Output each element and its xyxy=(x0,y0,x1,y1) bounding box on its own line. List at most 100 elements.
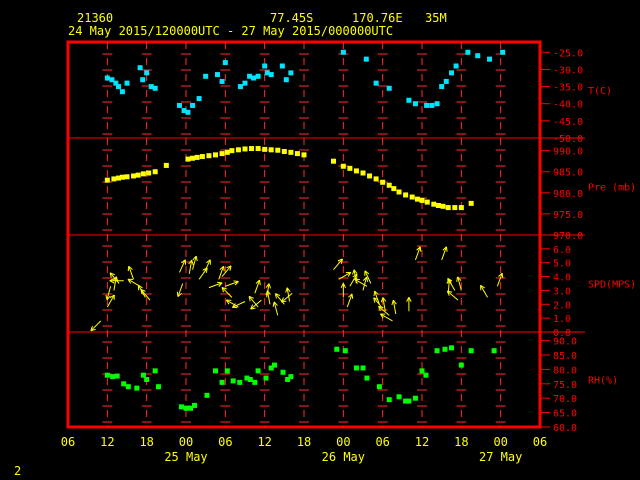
wind-arrow-shaft xyxy=(90,320,102,332)
wind-arrow xyxy=(248,295,259,308)
y-tick-label: 5.0 xyxy=(553,259,571,270)
wind-arrow-head xyxy=(445,246,448,252)
pres-point xyxy=(288,149,294,155)
wind-arrow-head xyxy=(109,272,115,276)
temp-point xyxy=(449,70,454,76)
temp-point xyxy=(222,60,228,66)
wind-arrow xyxy=(221,265,232,277)
rh-point xyxy=(134,385,140,391)
wind-arrow xyxy=(346,293,354,308)
y-tick-label: 75.0 xyxy=(553,380,577,391)
wind-arrow-head xyxy=(340,258,343,264)
rh-point xyxy=(230,378,236,384)
wind-arrow-shaft xyxy=(380,313,393,322)
rh-point xyxy=(188,405,194,411)
wind-arrow-head xyxy=(106,295,111,301)
temp-point xyxy=(434,101,440,107)
temp-axis-label: T(C) xyxy=(588,86,612,97)
wind-arrow xyxy=(338,271,352,280)
wind-arrow-head xyxy=(456,276,459,282)
pres-point xyxy=(219,151,225,157)
wind-arrow xyxy=(340,283,347,298)
wind-arrow xyxy=(90,320,102,332)
temp-point xyxy=(443,78,449,84)
pres-point xyxy=(111,176,117,182)
pres-point xyxy=(146,170,152,176)
wind-arrow-head xyxy=(267,290,271,295)
rh-point xyxy=(442,346,448,352)
pres-point xyxy=(135,172,141,178)
y-tick-label: 90.0 xyxy=(553,337,577,348)
rh-point xyxy=(213,368,218,374)
wind-arrow-shaft xyxy=(109,272,120,284)
rh-point xyxy=(125,384,131,390)
wind-arrow-head xyxy=(268,283,272,289)
wind-arrow xyxy=(105,286,112,301)
temp-point xyxy=(190,102,196,108)
wind-arrow-head xyxy=(447,290,453,293)
period-label: 24 May 2015/120000UTC - 27 May 2015/0000… xyxy=(68,24,394,38)
wind-arrow xyxy=(446,290,459,301)
pres-point xyxy=(373,176,379,182)
pres-point xyxy=(431,201,437,207)
temp-point xyxy=(264,70,270,76)
wind-arrow-shaft xyxy=(346,293,353,308)
wind-arrow-head xyxy=(347,272,352,277)
pres-point xyxy=(424,199,430,205)
rh-point xyxy=(491,348,497,354)
wind-arrow-head xyxy=(250,307,256,310)
rh-point xyxy=(183,405,189,411)
wind-arrow-head xyxy=(127,278,132,284)
wind-arrow-shaft xyxy=(254,279,261,294)
wind-arrow-head xyxy=(337,258,343,262)
rh-point xyxy=(406,398,412,404)
pres-point xyxy=(268,147,274,153)
y-tick-label: 970.0 xyxy=(553,231,583,242)
wind-arrow-shaft xyxy=(221,287,233,298)
wind-arrow-head xyxy=(380,297,384,303)
temp-point xyxy=(363,56,369,62)
x-day-label: 26 May xyxy=(322,450,365,464)
wind-arrow-shaft xyxy=(447,290,459,301)
wind-arrow xyxy=(274,293,285,305)
rh-point xyxy=(412,395,418,401)
wind-arrow-shaft xyxy=(274,293,285,305)
pres-point xyxy=(224,149,230,155)
wind-arrow-head xyxy=(206,259,211,264)
wind-arrow-shaft xyxy=(414,246,421,261)
wind-arrow-head xyxy=(109,278,115,282)
y-tick-label: -30.0 xyxy=(553,65,583,76)
temp-point xyxy=(406,97,412,103)
wind-arrow-shaft xyxy=(127,278,141,287)
y-tick-label: 2.0 xyxy=(553,300,571,311)
wind-arrow-shaft xyxy=(225,281,239,287)
pres-point xyxy=(391,186,397,192)
wind-arrow-shaft xyxy=(392,300,397,315)
rh-point xyxy=(458,362,464,368)
temp-point xyxy=(475,53,481,59)
wind-arrow-head xyxy=(234,281,239,286)
temp-point xyxy=(373,80,379,86)
wind-arrow xyxy=(106,294,115,308)
wind-arrow-head xyxy=(229,265,232,271)
pres-point xyxy=(340,163,346,169)
rh-point xyxy=(419,368,425,374)
wind-arrow-shaft xyxy=(333,258,343,270)
wind-arrow xyxy=(441,246,448,261)
wind-arrow-head xyxy=(286,287,291,293)
rh-point xyxy=(353,365,359,371)
wind-arrow xyxy=(203,259,211,273)
wind-arrow xyxy=(221,286,233,298)
wind-arrow-shaft xyxy=(362,276,368,291)
wind-arrow-head xyxy=(281,297,284,303)
pres-point xyxy=(353,168,359,174)
rh-point xyxy=(237,379,243,385)
wind-arrow-head xyxy=(221,287,225,293)
rh-point xyxy=(155,384,161,390)
wind-arrow-shaft xyxy=(374,290,380,305)
y-tick-label: -40.0 xyxy=(553,100,583,111)
x-tick-label: 00 xyxy=(336,435,350,449)
x-tick-label: 00 xyxy=(493,435,507,449)
pres-point xyxy=(419,197,425,203)
temp-point xyxy=(340,49,346,55)
